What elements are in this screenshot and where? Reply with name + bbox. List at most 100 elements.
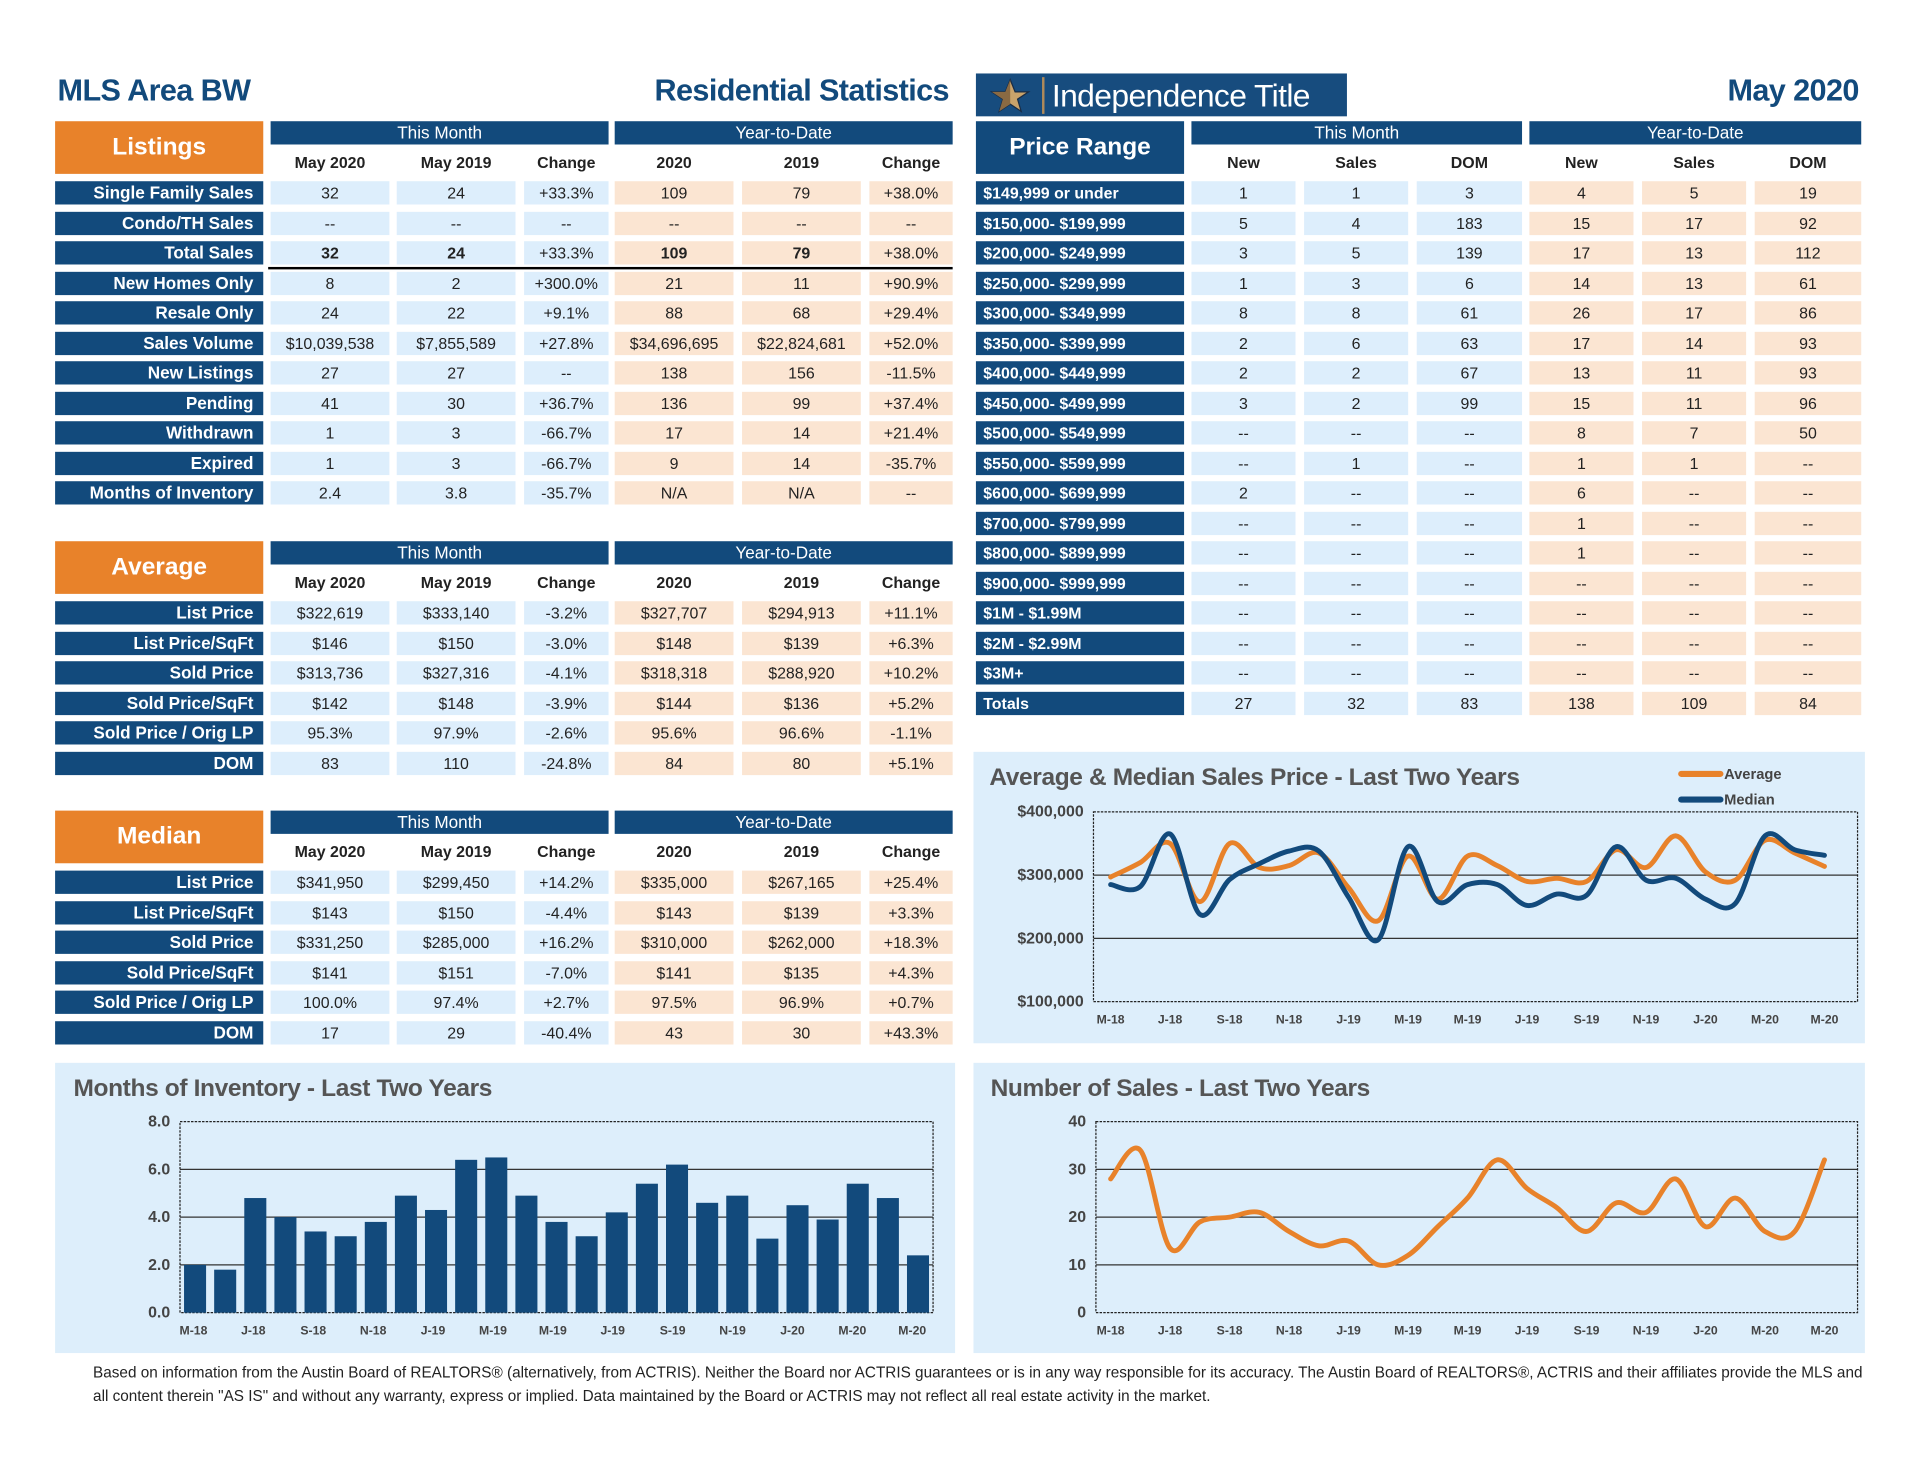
table-cell: 67 xyxy=(1416,361,1523,385)
row-label: Totals xyxy=(975,691,1185,715)
table-cell: -- xyxy=(1754,451,1862,475)
inventory-chart: 0.0 2.0 4.0 6.0 8.0 M-18 J-18 S-18 N-18 J-19 M-19 M… xyxy=(148,1114,934,1338)
bar xyxy=(816,1219,839,1313)
table-cell: 11 xyxy=(1642,391,1747,415)
column-header: Sales xyxy=(1335,153,1377,172)
company-logo: Independence Title xyxy=(975,73,1347,117)
table-cell: 13 xyxy=(1529,361,1634,385)
table-cell: $294,913 xyxy=(742,601,861,625)
table-cell: -4.1% xyxy=(524,661,609,685)
column-header: 2020 xyxy=(656,573,692,592)
row-label: Single Family Sales xyxy=(55,181,264,205)
table-cell: $151 xyxy=(396,960,516,984)
x-tick-label: N-19 xyxy=(1633,1324,1660,1338)
table-cell: +10.2% xyxy=(869,661,953,685)
x-tick-label: M-18 xyxy=(1097,1013,1125,1027)
table-cell: -- xyxy=(1642,601,1747,625)
table-cell: $148 xyxy=(396,691,516,715)
listings-group-ytd: Year-to-Date xyxy=(614,121,953,145)
x-tick-label: M-19 xyxy=(1394,1013,1422,1027)
x-tick-label: M-19 xyxy=(1454,1324,1482,1338)
table-cell: 5 xyxy=(1304,241,1409,265)
table-cell: 14 xyxy=(742,421,861,445)
table-cell: 61 xyxy=(1416,301,1523,325)
y-tick-label: 2.0 xyxy=(148,1257,170,1274)
table-cell: 99 xyxy=(742,391,861,415)
table-cell: $310,000 xyxy=(614,930,734,954)
table-cell: -- xyxy=(1642,541,1747,565)
price_range-group-ytd: Year-to-Date xyxy=(1529,121,1862,145)
table-cell: -- xyxy=(1416,541,1523,565)
row-label: $150,000- $199,999 xyxy=(975,211,1185,235)
column-header: Sales xyxy=(1673,153,1715,172)
table-cell: 14 xyxy=(742,451,861,475)
x-tick-label: J-18 xyxy=(1158,1324,1183,1338)
table-cell: $135 xyxy=(742,960,861,984)
table-cell: -- xyxy=(1304,661,1409,685)
table-cell: $143 xyxy=(614,900,734,924)
table-cell: -- xyxy=(1304,601,1409,625)
table-cell: 15 xyxy=(1529,211,1634,235)
table-cell: +5.1% xyxy=(869,751,953,775)
bar xyxy=(425,1209,448,1313)
row-label: Sold Price xyxy=(55,661,264,685)
report-title: Residential Statistics xyxy=(654,73,950,108)
listings-section-header: Listings xyxy=(55,121,264,174)
table-cell: -- xyxy=(1191,511,1296,535)
table-cell: +21.4% xyxy=(869,421,953,445)
bar xyxy=(575,1236,598,1313)
row-label: $550,000- $599,999 xyxy=(975,451,1185,475)
table-cell: -- xyxy=(1754,661,1862,685)
y-tick-label: $100,000 xyxy=(1017,994,1083,1011)
table-cell: +9.1% xyxy=(524,301,609,325)
table-cell: 84 xyxy=(1754,691,1862,715)
table-cell: 99 xyxy=(1416,391,1523,415)
column-header: May 2020 xyxy=(294,573,366,592)
row-label: Expired xyxy=(55,451,264,475)
table-cell: +38.0% xyxy=(869,241,953,265)
table-cell: N/A xyxy=(614,481,734,505)
table-cell: 5 xyxy=(1642,181,1747,205)
x-tick-label: N-18 xyxy=(1276,1013,1303,1027)
x-tick-label: M-18 xyxy=(1097,1324,1125,1338)
column-header: Change xyxy=(881,573,941,592)
column-header: Change xyxy=(537,573,596,592)
price-chart: $100,000 $200,000 $300,000 $400,000 M-18 J-18… xyxy=(1017,767,1859,1027)
x-tick-label: S-19 xyxy=(1574,1013,1600,1027)
table-cell: $139 xyxy=(742,631,861,655)
price_range-group-this-month: This Month xyxy=(1191,121,1523,145)
row-label: Sold Price/SqFt xyxy=(55,691,264,715)
table-cell: $142 xyxy=(270,691,390,715)
table-cell: 1 xyxy=(1529,541,1634,565)
table-cell: -- xyxy=(1304,631,1409,655)
x-tick-label: J-18 xyxy=(241,1324,266,1338)
x-tick-label: J-20 xyxy=(1693,1324,1718,1338)
table-cell: 41 xyxy=(270,391,390,415)
table-cell: 138 xyxy=(614,361,734,385)
table-cell: 8 xyxy=(1304,301,1409,325)
table-cell: 14 xyxy=(1529,271,1634,295)
table-cell: $322,619 xyxy=(270,601,390,625)
table-cell: $34,696,695 xyxy=(614,331,734,355)
table-cell: 183 xyxy=(1416,211,1523,235)
bar xyxy=(876,1198,899,1313)
row-label: $700,000- $799,999 xyxy=(975,511,1185,535)
table-cell: +37.4% xyxy=(869,391,953,415)
table-cell: 3 xyxy=(1416,181,1523,205)
row-label: $900,000- $999,999 xyxy=(975,571,1185,595)
table-cell: -35.7% xyxy=(869,451,953,475)
table-cell: -- xyxy=(524,361,609,385)
table-cell: $299,450 xyxy=(396,870,516,894)
bar xyxy=(605,1212,628,1313)
row-label: Months of Inventory xyxy=(55,481,264,505)
row-label: $149,999 or under xyxy=(975,181,1185,205)
table-cell: -- xyxy=(1642,511,1747,535)
table-cell: -2.6% xyxy=(524,721,609,745)
x-tick-label: J-19 xyxy=(1336,1324,1361,1338)
table-cell: 27 xyxy=(396,361,516,385)
column-header: May 2019 xyxy=(420,842,492,861)
table-cell: -- xyxy=(742,211,861,235)
row-label: $1M - $1.99M xyxy=(975,601,1185,625)
table-cell: 2 xyxy=(1191,331,1296,355)
table-cell: 17 xyxy=(1642,211,1747,235)
